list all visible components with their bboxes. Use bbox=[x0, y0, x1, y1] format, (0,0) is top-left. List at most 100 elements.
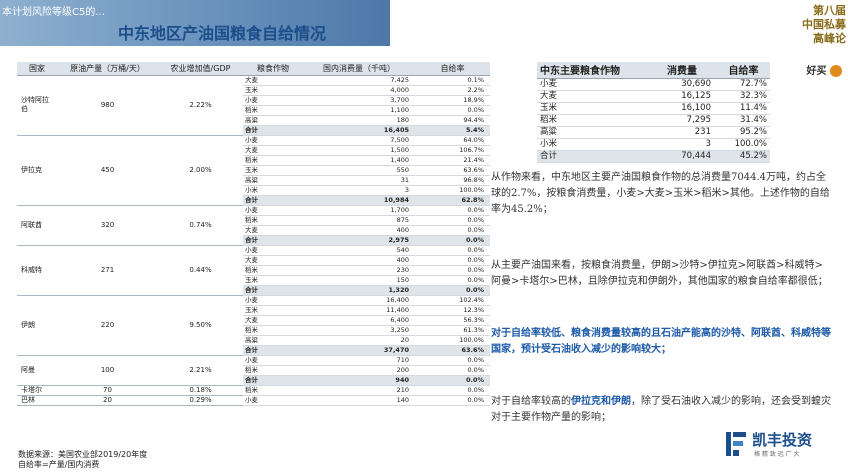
crop-cell: 合计 bbox=[243, 285, 303, 296]
table-row: 卡塔尔 70 0.18% 稻米 210 0.0% bbox=[17, 385, 490, 396]
crop-cell: 大麦 bbox=[243, 255, 303, 266]
oil-output-cell: 70 bbox=[57, 385, 158, 396]
self-sufficiency-cell: 0.1% bbox=[415, 75, 490, 86]
crop-cell: 合计 bbox=[537, 150, 647, 163]
table-total-row: 合计 10,984 62.8% bbox=[17, 195, 490, 206]
consumption-cell: 230 bbox=[303, 265, 415, 276]
consumption-cell: 875 bbox=[303, 215, 415, 226]
agri-gdp-cell: 0.18% bbox=[158, 385, 243, 396]
self-sufficiency-cell: 95.2% bbox=[714, 126, 770, 139]
self-sufficiency-cell: 11.4% bbox=[714, 102, 770, 115]
crop-cell: 玉米 bbox=[243, 85, 303, 96]
header-consumption: 消费量 bbox=[647, 62, 714, 79]
crop-cell: 大麦 bbox=[243, 145, 303, 156]
country-name-cell: 阿曼 bbox=[17, 355, 57, 386]
table-row: 伊拉克 450 2.00% 小麦 7,500 64.0% bbox=[17, 135, 490, 206]
agri-gdp-cell: 0.74% bbox=[158, 205, 243, 246]
crop-cell: 稻米 bbox=[243, 265, 303, 276]
consumption-cell: 1,400 bbox=[303, 155, 415, 166]
mideast-crop-table-body: 小麦 30,690 72.7% 大麦 16,125 32.3% 玉米 16,100 11.4% 稻… bbox=[537, 78, 770, 163]
self-sufficiency-cell: 31.4% bbox=[714, 114, 770, 127]
header-country: 国家 bbox=[17, 62, 57, 76]
agri-gdp-cell: 2.21% bbox=[158, 355, 243, 386]
consumption-cell: 210 bbox=[303, 385, 415, 396]
crop-cell: 稻米 bbox=[243, 325, 303, 336]
company-logo: 凯丰投资 格 精 致 远 广 大 bbox=[724, 428, 842, 462]
table-row: 科威特 271 0.44% 小麦 540 0.0% bbox=[17, 245, 490, 296]
crop-cell: 玉米 bbox=[537, 102, 647, 115]
corner-summit-label: 第八届 中国私募 高峰论 bbox=[768, 4, 848, 46]
analysis-paragraph-countries: 从主要产油国来看，按粮食消费量，伊朗>沙特>伊拉克>阿联酋>科威特>阿曼>卡塔尔… bbox=[491, 260, 828, 287]
crop-cell: 小麦 bbox=[243, 355, 303, 366]
crop-cell: 高粱 bbox=[537, 126, 647, 139]
table-row: 阿联酋 320 0.74% 小麦 1,700 0.0% bbox=[17, 205, 490, 246]
self-sufficiency-cell: 56.3% bbox=[415, 315, 490, 326]
table-row: 玉米 550 63.6% bbox=[17, 165, 490, 176]
crop-cell: 小麦 bbox=[243, 295, 303, 306]
self-sufficiency-cell: 102.4% bbox=[415, 295, 490, 306]
self-sufficiency-cell: 94.4% bbox=[415, 115, 490, 126]
consumption-cell: 540 bbox=[303, 245, 415, 256]
table-row: 高粱 231 95.2% bbox=[537, 126, 770, 139]
self-sufficiency-cell: 100.0% bbox=[415, 335, 490, 346]
consumption-cell: 3 bbox=[647, 138, 714, 151]
self-sufficiency-cell: 0.0% bbox=[415, 385, 490, 396]
p4-lead: 对于自给率较高的 bbox=[491, 396, 571, 407]
agri-gdp-cell: 9.50% bbox=[158, 295, 243, 356]
country-name-cell: 阿联酋 bbox=[17, 205, 57, 246]
table-row: 巴林 20 0.29% 小麦 140 0.0% bbox=[17, 395, 490, 406]
consumption-cell: 710 bbox=[303, 355, 415, 366]
consumption-cell: 4,000 bbox=[303, 85, 415, 96]
table-row: 小米 3 100.0% bbox=[17, 185, 490, 196]
self-sufficiency-cell: 63.6% bbox=[415, 345, 490, 356]
consumption-cell: 31 bbox=[303, 175, 415, 186]
corner-line-3: 高峰论 bbox=[813, 32, 846, 45]
agri-gdp-cell: 2.00% bbox=[158, 135, 243, 206]
self-sufficiency-cell: 12.3% bbox=[415, 305, 490, 316]
self-sufficiency-cell: 45.2% bbox=[714, 150, 770, 163]
consumption-cell: 16,125 bbox=[647, 90, 714, 103]
consumption-cell: 140 bbox=[303, 395, 415, 406]
consumption-cell: 400 bbox=[303, 225, 415, 236]
table-total-row: 合计 70,444 45.2% bbox=[537, 150, 770, 163]
country-name-cell: 伊拉克 bbox=[17, 135, 57, 206]
header-self-sufficiency: 自给率 bbox=[714, 62, 770, 79]
consumption-cell: 400 bbox=[303, 255, 415, 266]
table-row: 稻米 200 0.0% bbox=[17, 365, 490, 376]
crop-cell: 玉米 bbox=[243, 165, 303, 176]
country-name-cell: 巴林 bbox=[17, 395, 57, 406]
table-row: 大麦 400 0.0% bbox=[17, 225, 490, 236]
consumption-cell: 37,470 bbox=[303, 345, 415, 356]
header-self-sufficiency: 自给率 bbox=[415, 62, 490, 76]
agri-gdp-cell: 0.29% bbox=[158, 395, 243, 406]
crop-cell: 玉米 bbox=[243, 305, 303, 316]
country-name-cell: 沙特阿拉伯 bbox=[17, 75, 57, 136]
crop-cell: 合计 bbox=[243, 195, 303, 206]
crop-cell: 稻米 bbox=[243, 365, 303, 376]
agri-gdp-cell: 0.44% bbox=[158, 245, 243, 296]
header-agri-gdp: 农业增加值/GDP bbox=[158, 62, 243, 76]
crop-cell: 小麦 bbox=[243, 95, 303, 106]
data-source-note: 数据来源：美国农业部2019/20年度 自给率=产量/国内消费 bbox=[18, 450, 147, 470]
table-row: 高粱 31 96.8% bbox=[17, 175, 490, 186]
table-row: 小米 3 100.0% bbox=[537, 138, 770, 151]
oil-output-cell: 220 bbox=[57, 295, 158, 356]
crop-cell: 合计 bbox=[243, 345, 303, 356]
table-total-row: 合计 37,470 63.6% bbox=[17, 345, 490, 356]
country-name-cell: 卡塔尔 bbox=[17, 385, 57, 396]
formula-line: 自给率=产量/国内消费 bbox=[18, 460, 100, 469]
table-row: 大麦 6,400 56.3% bbox=[17, 315, 490, 326]
self-sufficiency-cell: 100.0% bbox=[415, 185, 490, 196]
logo-mark-icon bbox=[726, 432, 746, 456]
corner-line-1: 第八届 bbox=[813, 4, 846, 17]
oil-output-cell: 100 bbox=[57, 355, 158, 386]
table-row: 大麦 1,500 106.7% bbox=[17, 145, 490, 156]
header-oil-output: 原油产量（万桶/天） bbox=[57, 62, 158, 76]
table-row: 小麦 3,700 18.9% bbox=[17, 95, 490, 106]
table-header-row: 中东主要粮食作物 消费量 自给率 bbox=[537, 62, 770, 79]
agri-gdp-cell: 2.22% bbox=[158, 75, 243, 136]
self-sufficiency-cell: 0.0% bbox=[415, 375, 490, 386]
p4-highlight: 伊拉克和伊朗 bbox=[571, 396, 631, 407]
crop-cell: 大麦 bbox=[243, 75, 303, 86]
crop-cell: 玉米 bbox=[243, 275, 303, 286]
